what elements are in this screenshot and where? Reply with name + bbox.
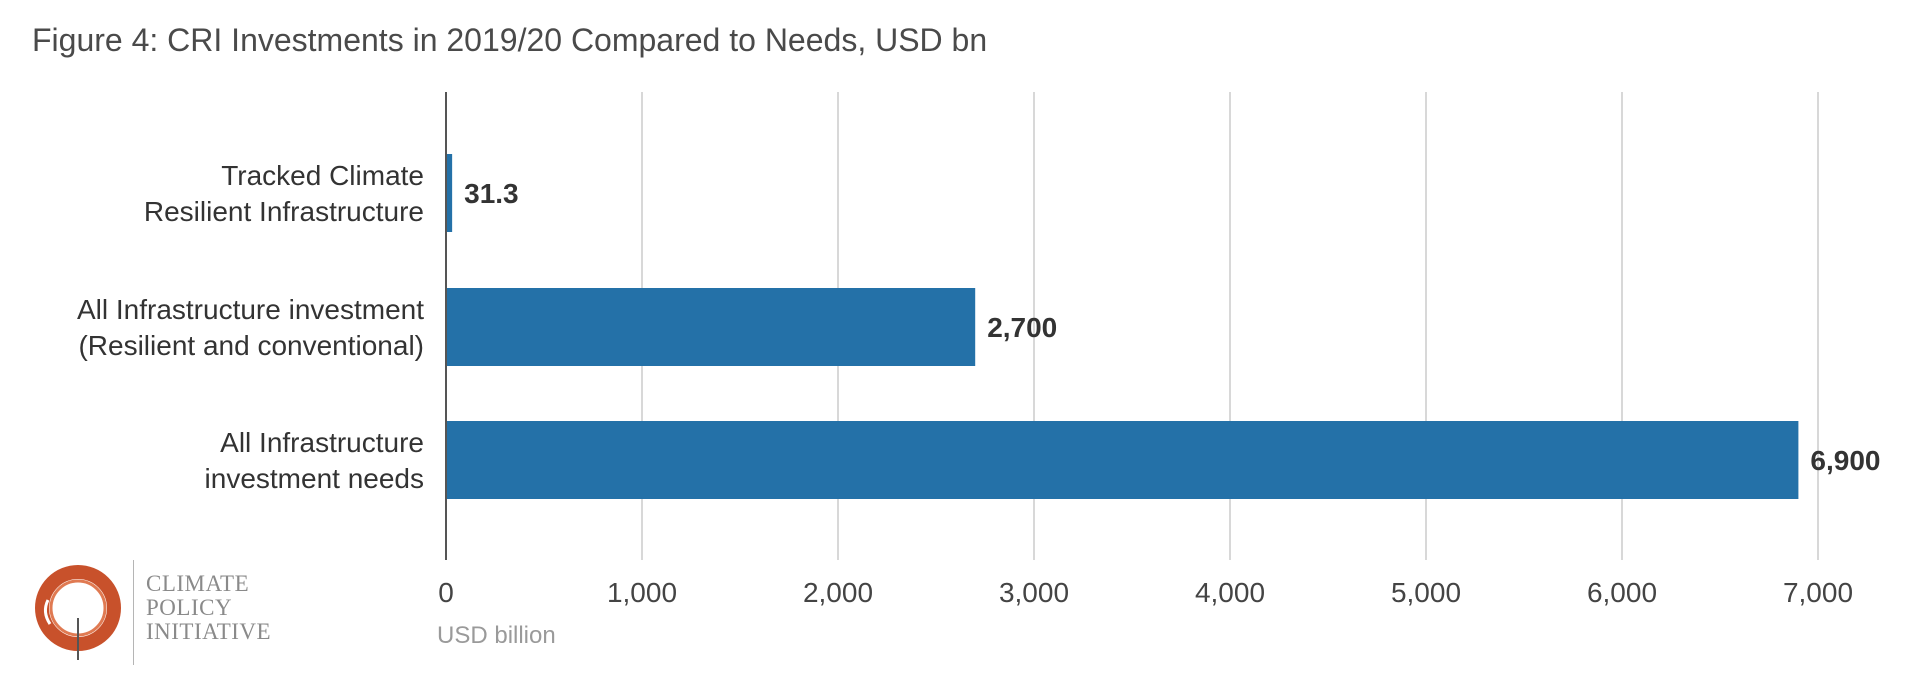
data-label: 31.3: [464, 178, 518, 209]
category-label: All Infrastructure investment needs: [205, 427, 424, 494]
data-label: 2,700: [987, 312, 1057, 343]
data-labels: 31.3 2,700 6,900: [464, 178, 1880, 476]
logo-wordmark: CLIMATE POLICY INITIATIVE: [146, 572, 271, 644]
category-label-line: (Resilient and conventional): [78, 330, 424, 361]
bars: [446, 154, 1799, 499]
category-label-line: All Infrastructure investment: [77, 294, 424, 325]
x-tick-label: 7,000: [1783, 577, 1853, 608]
category-label-line: investment needs: [205, 463, 424, 494]
x-tick-label: 0: [438, 577, 454, 608]
category-label: All Infrastructure investment (Resilient …: [77, 294, 424, 361]
logo-line-1: CLIMATE: [146, 571, 250, 596]
x-tick-label: 3,000: [999, 577, 1069, 608]
bar: [446, 154, 453, 232]
x-tick-label: 2,000: [803, 577, 873, 608]
logo-divider: [133, 560, 134, 665]
x-axis-title: USD billion: [437, 622, 556, 649]
x-tick-labels: 0 1,000 2,000 3,000 4,000 5,000 6,000 7,000: [438, 577, 1853, 608]
climate-policy-initiative-logo: CLIMATE POLICY INITIATIVE: [30, 560, 290, 670]
chart-title: Figure 4: CRI Investments in 2019/20 Com…: [32, 22, 988, 58]
category-labels: Tracked Climate Resilient Infrastructure A…: [77, 160, 424, 494]
category-label-line: All Infrastructure: [220, 427, 424, 458]
x-tick-label: 4,000: [1195, 577, 1265, 608]
x-tick-label: 5,000: [1391, 577, 1461, 608]
logo-line-3: INITIATIVE: [146, 619, 272, 644]
category-label-line: Tracked Climate: [221, 160, 424, 191]
x-tick-label: 1,000: [607, 577, 677, 608]
logo-line-2: POLICY: [146, 595, 233, 620]
category-label: Tracked Climate Resilient Infrastructure: [144, 160, 424, 227]
bar: [446, 288, 976, 366]
data-label: 6,900: [1810, 445, 1880, 476]
x-tick-label: 6,000: [1587, 577, 1657, 608]
category-label-line: Resilient Infrastructure: [144, 196, 424, 227]
bar: [446, 421, 1799, 499]
cpi-ring-icon: [35, 565, 121, 660]
